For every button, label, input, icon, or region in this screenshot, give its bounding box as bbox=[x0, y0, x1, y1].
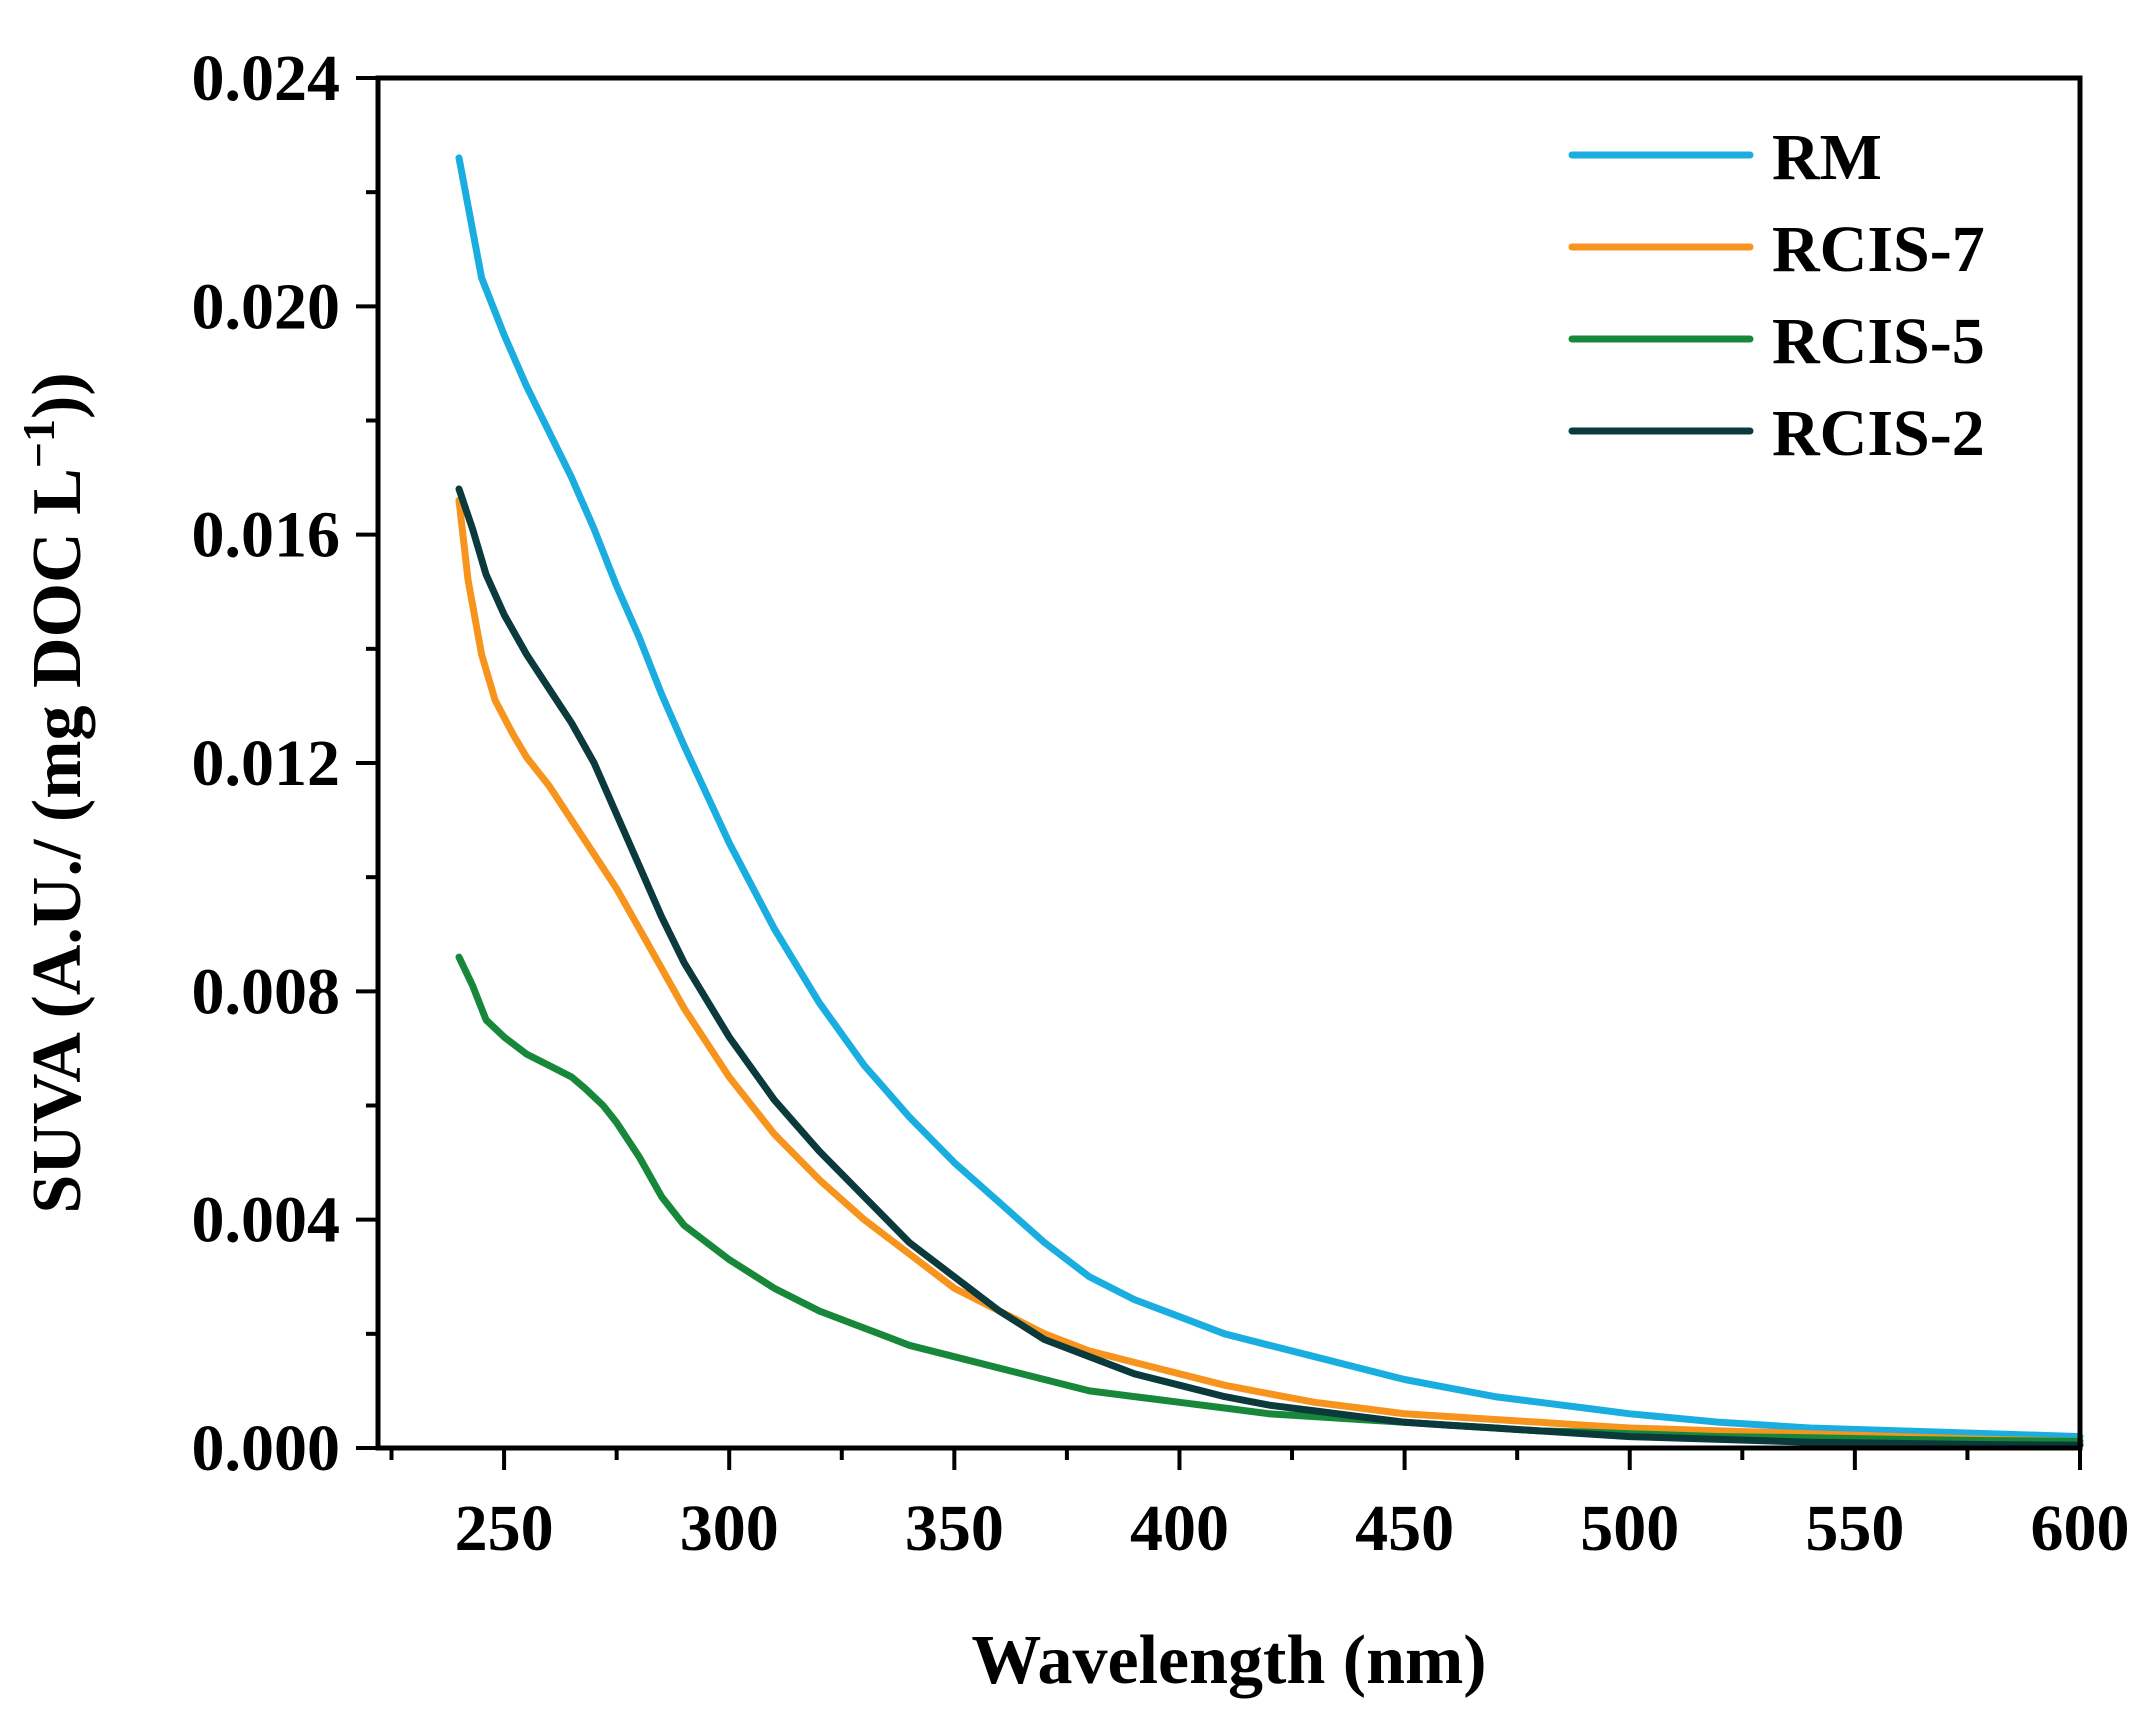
legend-label-rcis-7: RCIS-7 bbox=[1772, 213, 1985, 286]
x-axis-title: Wavelength (nm) bbox=[971, 1622, 1486, 1699]
legend-label-rcis-5: RCIS-5 bbox=[1772, 305, 1985, 378]
x-tick-label: 550 bbox=[1805, 1492, 1904, 1565]
x-tick-label: 500 bbox=[1580, 1492, 1679, 1565]
series-layer bbox=[455, 154, 2084, 1449]
legend: RM RCIS-7 RCIS-5 RCIS-2 bbox=[1568, 121, 1985, 470]
y-tick-label: 0.020 bbox=[192, 270, 341, 343]
series-line-rm bbox=[455, 154, 2084, 1441]
x-tick-label: 250 bbox=[455, 1492, 554, 1565]
y-axis-title-superscript: −1 bbox=[13, 419, 64, 468]
x-tick-label: 600 bbox=[2031, 1492, 2130, 1565]
legend-label-rm: RM bbox=[1772, 121, 1882, 194]
y-tick-label: 0.008 bbox=[192, 955, 341, 1028]
x-tick-label: 300 bbox=[680, 1492, 779, 1565]
y-axis-title: SUVA (A.U./ (mg DOC L−1)) bbox=[13, 372, 96, 1213]
y-axis-title-suffix: )) bbox=[19, 372, 96, 419]
series-line-rcis-7 bbox=[455, 496, 2084, 1445]
x-tick-label: 450 bbox=[1355, 1492, 1454, 1565]
x-tick-label: 350 bbox=[905, 1492, 1004, 1565]
ticks-layer: 250 300 350 400 450 500 550 600 0.000 0.004 0.008 0… bbox=[192, 42, 2130, 1565]
y-tick-label: 0.016 bbox=[192, 499, 341, 572]
legend-label-rcis-2: RCIS-2 bbox=[1772, 397, 1985, 470]
x-tick-label: 400 bbox=[1130, 1492, 1229, 1565]
y-axis-title-main: SUVA (A.U./ (mg DOC L bbox=[19, 468, 96, 1213]
y-tick-label: 0.024 bbox=[192, 42, 341, 115]
y-tick-label: 0.000 bbox=[192, 1412, 341, 1485]
y-tick-label: 0.012 bbox=[192, 727, 341, 800]
y-tick-label: 0.004 bbox=[192, 1184, 341, 1257]
series-line-rcis-2 bbox=[455, 485, 2084, 1449]
